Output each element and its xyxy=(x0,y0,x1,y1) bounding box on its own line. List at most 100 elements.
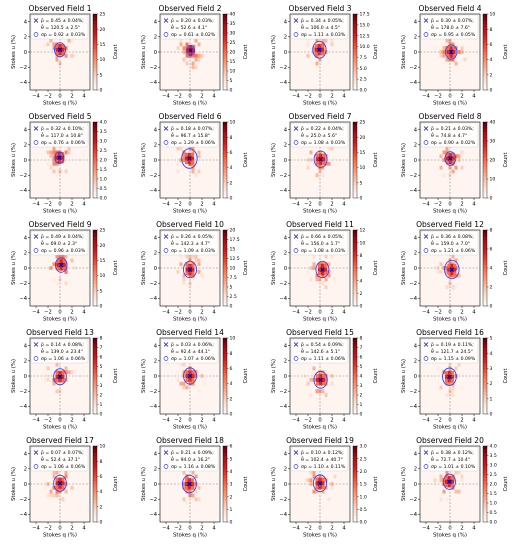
x-tick-label: 4 xyxy=(472,526,476,532)
legend-box xyxy=(420,14,479,40)
colorbar-segment xyxy=(483,131,487,135)
hist-bin xyxy=(49,154,53,159)
colorbar-tick-label: 8 xyxy=(360,253,363,259)
hist-bin xyxy=(448,38,452,43)
hist-bin xyxy=(197,154,201,159)
colorbar-segment xyxy=(483,471,487,475)
y-tick-label: −2 xyxy=(279,173,287,179)
y-tick-label: 0 xyxy=(154,50,157,56)
hist-bin xyxy=(460,46,464,51)
hist-bin xyxy=(62,263,66,267)
hist-bin xyxy=(64,169,68,174)
hist-bin xyxy=(315,477,319,482)
colorbar-segment xyxy=(353,39,357,43)
colorbar-segment xyxy=(483,474,487,478)
y-tick-label: −4 xyxy=(149,512,157,518)
y-axis-label: Stokes u (%) xyxy=(271,143,277,177)
hist-bin xyxy=(312,50,316,54)
colorbar-segment xyxy=(93,446,97,450)
hist-bin xyxy=(55,44,59,48)
hist-bin xyxy=(60,155,64,160)
colorbar-segment xyxy=(353,302,357,307)
colorbar-segment xyxy=(483,518,487,523)
colorbar-tick-label: 2 xyxy=(490,72,493,78)
hist-bin xyxy=(194,38,198,43)
hist-bin xyxy=(453,271,457,276)
hist-bin xyxy=(450,479,454,484)
colorbar-segment xyxy=(223,338,227,342)
hist-bin xyxy=(453,263,457,268)
hist-bin xyxy=(197,262,201,267)
hist-bin xyxy=(182,50,186,54)
mean-marker xyxy=(187,156,192,161)
hist-bin xyxy=(185,254,189,259)
subplot-19: Observed Field 19p̄ = 0.10 ± 0.12%;θ̄ = … xyxy=(271,436,379,539)
legend-box xyxy=(160,14,219,40)
x-tick-label: −4 xyxy=(162,310,170,316)
x-tick-label: 0 xyxy=(58,310,61,316)
hist-bin xyxy=(52,262,56,267)
colorbar-segment xyxy=(353,404,357,408)
hist-bin xyxy=(55,493,59,498)
hist-bin xyxy=(452,50,456,54)
colorbar-tick-label: 1.5 xyxy=(100,167,107,173)
legend: p̄ = 0.32 ± 0.10%;θ̄ = 117.0 ± 10.8°σp =… xyxy=(30,122,89,148)
colorbar-segment xyxy=(223,341,227,345)
x-tick-label: −2 xyxy=(44,526,52,532)
legend-theta: θ̄ = 92.4 ± 44.1° xyxy=(171,348,210,355)
colorbar-segment xyxy=(483,350,487,355)
hist-bin xyxy=(194,489,198,494)
hist-bin xyxy=(191,150,195,155)
hist-bin xyxy=(318,150,322,155)
x-tick-label: 0 xyxy=(188,526,191,532)
x-tick-label: 2 xyxy=(70,418,73,424)
subplot-title: Observed Field 9 xyxy=(29,220,92,229)
colorbar-label: Count xyxy=(373,153,379,168)
colorbar-segment xyxy=(483,48,487,53)
y-tick-label: −4 xyxy=(19,404,27,410)
colorbar-segment xyxy=(93,147,97,151)
colorbar-segment xyxy=(93,144,97,148)
x-tick-label: 0 xyxy=(448,202,451,208)
colorbar-segment xyxy=(223,264,227,269)
hist-bin xyxy=(321,273,325,278)
colorbar-segment xyxy=(93,261,97,266)
hist-bin xyxy=(442,173,446,178)
hist-bin xyxy=(55,254,59,259)
hist-bin xyxy=(439,154,443,159)
colorbar-segment xyxy=(93,52,97,56)
sigma-circle xyxy=(54,151,65,164)
colorbar-segment xyxy=(223,296,227,300)
legend-p: p̄ = 0.66 ± 0.05%; xyxy=(301,234,344,240)
x-tick-label: −2 xyxy=(304,310,312,316)
legend-sigma: σp = 0.90 ± 0.02% xyxy=(431,140,476,146)
colorbar-segment xyxy=(93,71,97,75)
colorbar-segment xyxy=(353,191,357,196)
hist-bin xyxy=(182,158,186,162)
legend-circle-icon xyxy=(423,32,429,37)
colorbar-tick-label: 1 xyxy=(360,402,363,408)
legend-sigma: σp = 1.15 ± 0.09% xyxy=(431,356,476,362)
colorbar-segment xyxy=(483,499,487,504)
colorbar-segment xyxy=(483,261,487,266)
colorbar-segment xyxy=(223,452,227,456)
colorbar-segment xyxy=(353,128,357,132)
colorbar-segment xyxy=(93,160,97,164)
hist-bin xyxy=(61,51,65,56)
hist-bin xyxy=(192,52,196,57)
colorbar-segment xyxy=(223,80,227,84)
hist-bin xyxy=(179,381,183,386)
colorbar-segment xyxy=(353,509,357,513)
hist-bin xyxy=(463,57,467,62)
colorbar-segment xyxy=(223,252,227,256)
hist-bin xyxy=(197,389,201,394)
hist-bin xyxy=(191,370,195,375)
y-axis-label: Stokes u (%) xyxy=(11,251,17,285)
x-tick-label: −2 xyxy=(434,202,442,208)
subplot-title: Observed Field 2 xyxy=(159,4,222,13)
colorbar-segment xyxy=(93,382,97,386)
colorbar-tick-label: 1.0 xyxy=(100,177,107,183)
x-axis-label: Stokes q (%) xyxy=(433,101,467,107)
mean-marker xyxy=(57,480,63,486)
colorbar-tick-label: 4.0 xyxy=(490,444,497,450)
